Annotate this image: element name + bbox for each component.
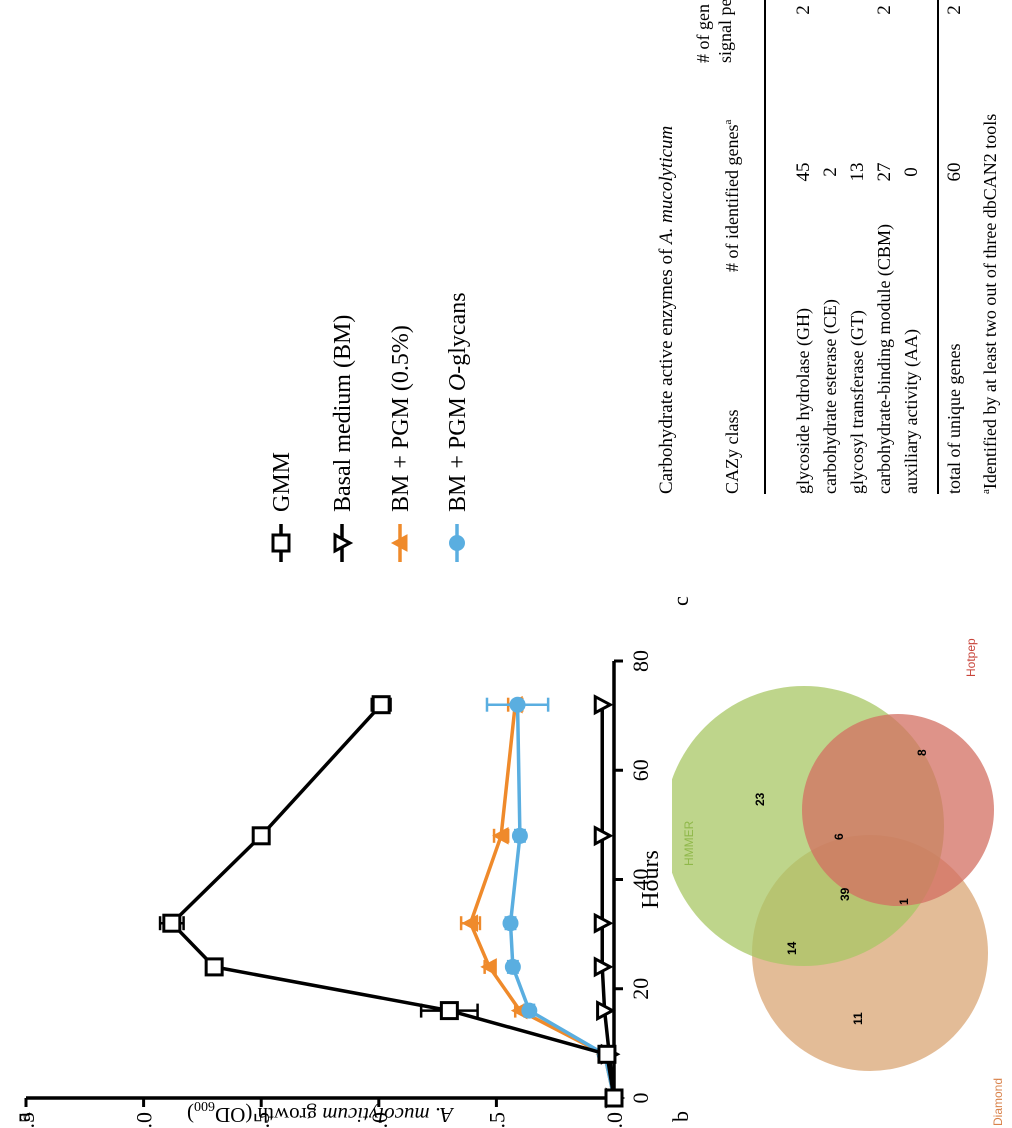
data-point: [509, 696, 526, 713]
data-point: [502, 915, 519, 932]
series-line-2: [468, 704, 616, 1099]
legend-marker: [449, 535, 465, 551]
x-axis-label: Hours: [638, 850, 660, 909]
venn-label-diamond: Diamond: [991, 1078, 1005, 1126]
series-line-3: [508, 704, 616, 1099]
venn-count-diamond-hmmer: 14: [785, 941, 799, 955]
table-header-identified: # of identified genesa: [722, 120, 743, 272]
venn-circle-hotpep: [802, 714, 994, 906]
data-point: [593, 694, 614, 716]
y-axis-label-text: growth (OD: [215, 1103, 322, 1127]
legend-label: GMM: [269, 452, 295, 512]
table-header-signal: # of gen signal pe: [692, 0, 736, 63]
table-cell-class: carbohydrate esterase (CE): [820, 299, 840, 494]
table-cell-identified: 45: [793, 162, 814, 182]
data-point: [597, 1044, 617, 1064]
y-tick-label: 1.5: [249, 1112, 274, 1128]
legend-marker: [333, 532, 354, 554]
venn-count-hotpep-only: 8: [915, 749, 929, 756]
venn-count-all-three: 39: [838, 887, 852, 901]
legend-label: Basal medium (BM): [330, 315, 356, 512]
x-tick-label: 40: [628, 869, 653, 891]
venn-diagram: Diamond HMMER Hotpep 11 23 8 14 6 1 39: [672, 638, 1005, 1126]
venn-label-hmmer: HMMER: [682, 820, 696, 866]
y-tick-label: 0.5: [484, 1112, 509, 1128]
table-cell-identified: 27: [874, 162, 895, 182]
table-cell-identified: 13: [847, 162, 868, 182]
table-header-identified-sup: a: [722, 119, 734, 125]
table-title-text: Carbohydrate active enzymes of: [656, 243, 677, 494]
y-axis-label-end: ): [187, 1103, 194, 1127]
table-cell-class: glycoside hydrolase (GH): [793, 308, 813, 494]
data-point: [593, 956, 614, 978]
legend-marker: [390, 534, 408, 552]
data-point: [504, 958, 521, 975]
table-header-signal-line1: # of gen: [693, 4, 713, 63]
venn-count-hmmer-hotpep: 6: [832, 833, 846, 840]
data-point: [593, 912, 614, 934]
y-tick-label: 2.5: [14, 1112, 39, 1128]
series-line-0: [170, 703, 616, 1099]
y-tick-label: 2.0: [132, 1112, 157, 1128]
table-title: Carbohydrate active enzymes of A. mucoly…: [656, 126, 678, 494]
data-point: [461, 914, 479, 933]
venn-label-hotpep: Hotpep: [964, 638, 978, 677]
table-footnote-sup: a: [980, 489, 992, 494]
legend-label-italic: O: [445, 374, 471, 391]
y-axis-label: A. mucolyticum growth (OD600): [187, 1098, 455, 1127]
y-tick-label: 1.0: [367, 1112, 392, 1128]
table-footnote-text: Identified by at least two out of three …: [980, 113, 1000, 490]
table-rule-bottom: [937, 0, 939, 494]
data-point: [492, 826, 509, 845]
table-cell-identified: 0: [901, 167, 922, 177]
data-point: [480, 958, 497, 976]
data-point: [439, 1001, 459, 1021]
venn-count-diamond-hotpep: 1: [897, 898, 911, 905]
table-cell-signal: 2: [944, 5, 965, 15]
table-cell-class: carbohydrate-binding module (CBM): [874, 224, 894, 494]
table-cell-identified: 2: [820, 167, 841, 177]
data-point: [596, 1000, 616, 1022]
table-cell-signal: 2: [793, 5, 814, 15]
series-line-1: [600, 704, 616, 1099]
data-point: [593, 825, 614, 847]
venn-count-hmmer-only: 23: [753, 792, 767, 806]
data-point: [604, 1088, 624, 1108]
table-rule-top: [764, 0, 766, 494]
venn-count-diamond-only: 11: [851, 1012, 865, 1025]
table-cell-signal: 2: [874, 5, 895, 15]
table-header-class: CAZy class: [722, 409, 742, 495]
legend-marker: [271, 533, 291, 553]
y-axis-label-sub: 600: [194, 1098, 215, 1113]
legend-label-prefix: BM + PGM: [445, 391, 471, 512]
table-cell-class: glycosyl transferase (GT): [847, 310, 867, 494]
y-tick-label: 0.0: [602, 1112, 627, 1128]
x-tick-label: 20: [628, 978, 653, 1000]
table-title-species: A. mucolyticum: [656, 125, 677, 244]
data-point: [251, 826, 271, 846]
table-cell-class: auxiliary activity (AA): [901, 329, 921, 494]
legend-label: BM + PGM O-glycans: [445, 292, 471, 512]
data-point: [204, 957, 224, 977]
table-header-signal-line2: signal pe: [715, 0, 735, 63]
table-header-identified-text: # of identified genes: [722, 124, 742, 272]
x-tick-label: 80: [628, 650, 653, 672]
data-point: [162, 913, 182, 933]
y-axis-label-species: A. mucolyticum: [322, 1103, 455, 1127]
growth-chart: 0.0 0.5 1.0 1.5 2.0 2.5 0 20 40 60 80 Hours A. mucol…: [14, 292, 660, 1128]
data-point: [371, 695, 391, 715]
data-point: [511, 827, 528, 844]
table-cell-identified: 60: [944, 162, 965, 182]
legend-label: BM + PGM (0.5%): [388, 325, 414, 512]
legend-label-suffix: -glycans: [445, 292, 471, 373]
x-tick-label: 0: [628, 1093, 653, 1104]
table-footnote: aIdentified by at least two out of three…: [980, 114, 1001, 494]
x-tick-label: 60: [628, 759, 653, 781]
data-point: [521, 1002, 538, 1019]
table-cell-class: total of unique genes: [944, 343, 964, 494]
